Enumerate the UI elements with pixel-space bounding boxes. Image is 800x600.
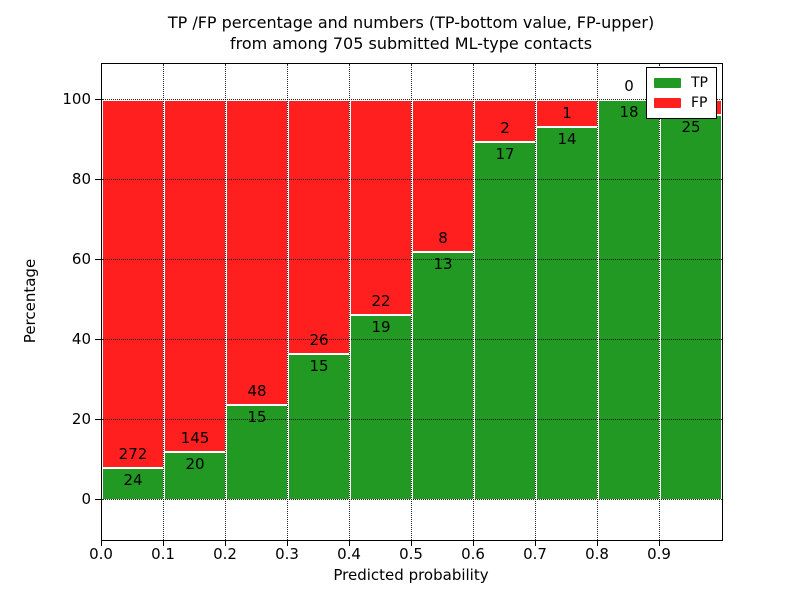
x-tick (162, 540, 164, 546)
legend-item: TP (654, 73, 708, 93)
bar-segment-tp (288, 353, 350, 500)
x-tick (348, 540, 350, 546)
legend-label: TP (691, 75, 708, 91)
y-tick (95, 98, 101, 100)
gridline-vertical (349, 64, 350, 540)
bar-segment-tp (660, 115, 722, 500)
gridline-horizontal (102, 99, 722, 100)
bar-segment-tp (412, 252, 474, 500)
gridline-horizontal (102, 179, 722, 180)
bar-label-fp: 22 (371, 291, 391, 310)
x-tick-label: 0.8 (585, 545, 609, 563)
x-tick-label: 0.3 (275, 545, 299, 563)
gridline-vertical (225, 64, 226, 540)
gridline-horizontal (102, 419, 722, 420)
chart-title-line2: from among 705 submitted ML-type contact… (229, 34, 593, 53)
bar-segment-tp (598, 100, 660, 500)
bar-label-tp: 25 (681, 118, 701, 137)
x-tick-label: 0.0 (89, 545, 113, 563)
x-tick-label: 0.7 (523, 545, 547, 563)
gridline-vertical (411, 64, 412, 540)
legend-swatch-fp (654, 98, 681, 108)
x-tick-label: 0.6 (461, 545, 485, 563)
x-tick (286, 540, 288, 546)
y-tick-label: 40 (71, 330, 91, 348)
bar-label-fp: 145 (180, 428, 210, 447)
y-tick (95, 418, 101, 420)
bar-label-tp: 19 (371, 317, 391, 336)
bar-label-fp: 1 (562, 103, 572, 122)
bar-label-fp: 2 (500, 119, 510, 138)
gridline-vertical (287, 64, 288, 540)
y-tick-label: 0 (81, 490, 91, 508)
bar-segment-fp (350, 100, 412, 315)
y-tick (95, 338, 101, 340)
bar-label-tp: 15 (309, 356, 329, 375)
bar-label-fp: 272 (118, 444, 148, 463)
bar-segment-tp (350, 314, 412, 500)
x-tick-label: 0.4 (337, 545, 361, 563)
bar-label-fp: 0 (624, 77, 634, 95)
y-tick (95, 498, 101, 500)
x-tick (658, 540, 660, 546)
gridline-vertical (597, 64, 598, 540)
x-tick-label: 0.2 (213, 545, 237, 563)
x-tick (472, 540, 474, 546)
bar-segment-fp (412, 100, 474, 253)
plot-area: 24 272 20 145 15 48 15 26 19 22 13 8 17 2 14 1 18 0 25 TP F… (101, 63, 723, 541)
y-tick-label: 80 (71, 170, 91, 188)
bar-segment-tp (474, 142, 536, 500)
y-tick (95, 258, 101, 260)
bar-label-tp: 17 (495, 145, 515, 164)
x-tick-label: 0.9 (647, 545, 671, 563)
x-tick (100, 540, 102, 546)
bar-label-fp: 26 (309, 330, 329, 349)
legend-label: FP (691, 95, 708, 111)
gridline-horizontal (102, 339, 722, 340)
gridline-vertical (163, 64, 164, 540)
x-tick (224, 540, 226, 546)
gridline-vertical (659, 64, 660, 540)
bar-segment-fp (474, 100, 536, 143)
bar-label-tp: 13 (433, 255, 453, 274)
bar-segment-tp (226, 404, 288, 500)
bar-label-tp: 15 (247, 407, 267, 426)
x-tick-label: 0.1 (151, 545, 175, 563)
x-axis-label: Predicted probability (333, 566, 489, 584)
gridline-horizontal (102, 499, 722, 500)
y-tick-label: 100 (62, 90, 91, 108)
bar-segment-tp (536, 126, 598, 500)
bar-label-tp: 24 (123, 470, 143, 489)
bar-segment-tp (102, 467, 164, 500)
bar-label-fp: 48 (247, 381, 267, 400)
y-tick (95, 178, 101, 180)
gridline-vertical (473, 64, 474, 540)
bar-segment-fp (226, 100, 288, 405)
x-tick-label: 0.5 (399, 545, 423, 563)
bar-segment-fp (536, 100, 598, 127)
bar-segment-fp (102, 100, 164, 468)
y-axis-label: Percentage (21, 258, 39, 344)
bar-segment-fp (164, 100, 226, 452)
bar-label-tp: 14 (557, 129, 577, 148)
bar-segment-fp (288, 100, 350, 354)
gridline-vertical (535, 64, 536, 540)
chart-title-line1: TP /FP percentage and numbers (TP-bottom… (167, 13, 655, 32)
bar-label-fp: 8 (438, 229, 448, 248)
x-tick (410, 540, 412, 546)
bar-label-tp: 18 (619, 103, 639, 121)
y-tick-label: 60 (71, 250, 91, 268)
gridline-horizontal (102, 259, 722, 260)
x-tick (596, 540, 598, 546)
bar-label-tp: 20 (185, 454, 205, 473)
legend: TP FP (646, 67, 717, 119)
x-tick (534, 540, 536, 546)
legend-item: FP (654, 93, 708, 113)
chart-title: TP /FP percentage and numbers (TP-bottom… (101, 12, 721, 54)
legend-swatch-tp (654, 78, 681, 88)
y-tick-label: 20 (71, 410, 91, 428)
